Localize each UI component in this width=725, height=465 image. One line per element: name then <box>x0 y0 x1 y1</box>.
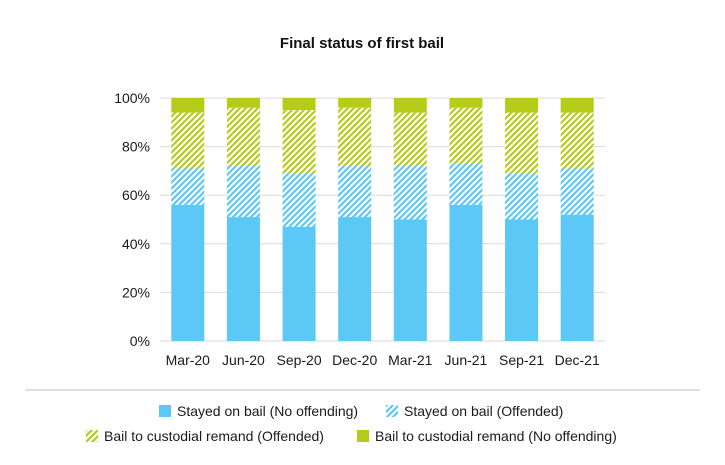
bar-segment-mar-20-series-2 <box>171 112 205 169</box>
bar-segment-sep-20-series-1 <box>282 173 316 227</box>
bar-segment-mar-21-series-0 <box>393 219 427 341</box>
bar-segment-mar-20-series-0 <box>171 204 205 341</box>
legend-item-remand-offended: Bail to custodial remand (Offended) <box>86 428 324 444</box>
y-axis-tick-labels: 0% 20% 40% 60% 80% 100% <box>114 90 150 349</box>
bar-segment-sep-21-series-1 <box>505 173 539 220</box>
bar-segment-dec-20-series-3 <box>338 98 372 108</box>
bar-segment-mar-20-series-1 <box>171 168 205 205</box>
y-tick-label: 20% <box>122 284 150 300</box>
legend-label-stayed-offended: Stayed on bail (Offended) <box>404 403 563 419</box>
bar-segment-sep-20-series-0 <box>282 226 316 341</box>
bar-segment-dec-21-series-0 <box>560 214 594 341</box>
bar-stack-dec-20 <box>338 98 372 341</box>
x-tick-label: Sep-20 <box>276 352 321 368</box>
bar-stack-dec-21 <box>560 98 594 341</box>
bar-segment-sep-21-series-0 <box>505 219 539 341</box>
bar-segment-jun-21-series-1 <box>449 163 483 205</box>
bar-segment-dec-20-series-1 <box>338 166 372 218</box>
bar-segment-jun-21-series-3 <box>449 98 483 108</box>
legend-label-remand-no-offending: Bail to custodial remand (No offending) <box>375 428 617 444</box>
legend-item-stayed-no-offending: Stayed on bail (No offending) <box>159 403 358 419</box>
legend-item-stayed-offended: Stayed on bail (Offended) <box>386 403 563 419</box>
legend-swatch-remand-no-offending <box>357 430 369 442</box>
legend: Stayed on bail (No offending) Stayed on … <box>86 403 617 444</box>
x-tick-label: Jun-20 <box>222 352 265 368</box>
legend-label-stayed-no-offending: Stayed on bail (No offending) <box>177 403 358 419</box>
bar-segment-sep-21-series-3 <box>505 98 539 113</box>
bars <box>171 98 594 341</box>
bar-segment-jun-21-series-2 <box>449 107 483 164</box>
bar-segment-jun-20-series-1 <box>226 166 260 218</box>
y-tick-label: 40% <box>122 236 150 252</box>
bar-stack-jun-20 <box>226 98 260 341</box>
legend-label-remand-offended: Bail to custodial remand (Offended) <box>104 428 324 444</box>
bar-segment-jun-20-series-2 <box>226 107 260 167</box>
bar-segment-dec-21-series-3 <box>560 98 594 113</box>
x-tick-label: Dec-20 <box>332 352 377 368</box>
bar-segment-sep-21-series-2 <box>505 112 539 174</box>
chart-title: Final status of first bail <box>280 35 444 52</box>
x-tick-label: Mar-20 <box>166 352 211 368</box>
y-tick-label: 80% <box>122 139 150 155</box>
x-tick-label: Sep-21 <box>499 352 544 368</box>
bar-segment-dec-20-series-2 <box>338 107 372 167</box>
bar-segment-jun-21-series-0 <box>449 204 483 341</box>
x-axis-tick-labels: Mar-20 Jun-20 Sep-20 Dec-20 Mar-21 Jun-21 Sep-… <box>166 352 600 368</box>
bar-segment-dec-21-series-2 <box>560 112 594 169</box>
bar-stack-mar-20 <box>171 98 205 341</box>
bar-segment-sep-20-series-2 <box>282 110 316 174</box>
x-tick-label: Jun-21 <box>445 352 488 368</box>
x-tick-label: Mar-21 <box>388 352 433 368</box>
bar-stack-sep-21 <box>505 98 539 341</box>
legend-swatch-stayed-no-offending <box>159 405 171 417</box>
y-tick-label: 60% <box>122 187 150 203</box>
x-tick-label: Dec-21 <box>555 352 600 368</box>
bar-stack-sep-20 <box>282 98 316 341</box>
legend-swatch-stayed-offended <box>386 405 398 417</box>
gridlines <box>160 97 605 342</box>
bar-segment-mar-21-series-3 <box>393 98 427 113</box>
bar-segment-mar-21-series-2 <box>393 112 427 167</box>
y-tick-label: 100% <box>114 90 150 106</box>
bar-segment-jun-20-series-3 <box>226 98 260 108</box>
bar-segment-sep-20-series-3 <box>282 98 316 111</box>
y-tick-label: 0% <box>130 333 150 349</box>
bar-segment-dec-21-series-1 <box>560 168 594 215</box>
legend-item-remand-no-offending: Bail to custodial remand (No offending) <box>357 428 617 444</box>
bar-stack-jun-21 <box>449 98 483 341</box>
bar-segment-dec-20-series-0 <box>338 217 372 341</box>
bar-stack-mar-21 <box>393 98 427 341</box>
bar-segment-mar-20-series-3 <box>171 98 205 113</box>
bar-segment-jun-20-series-0 <box>226 217 260 341</box>
legend-swatch-remand-offended <box>86 430 98 442</box>
bar-segment-mar-21-series-1 <box>393 166 427 220</box>
